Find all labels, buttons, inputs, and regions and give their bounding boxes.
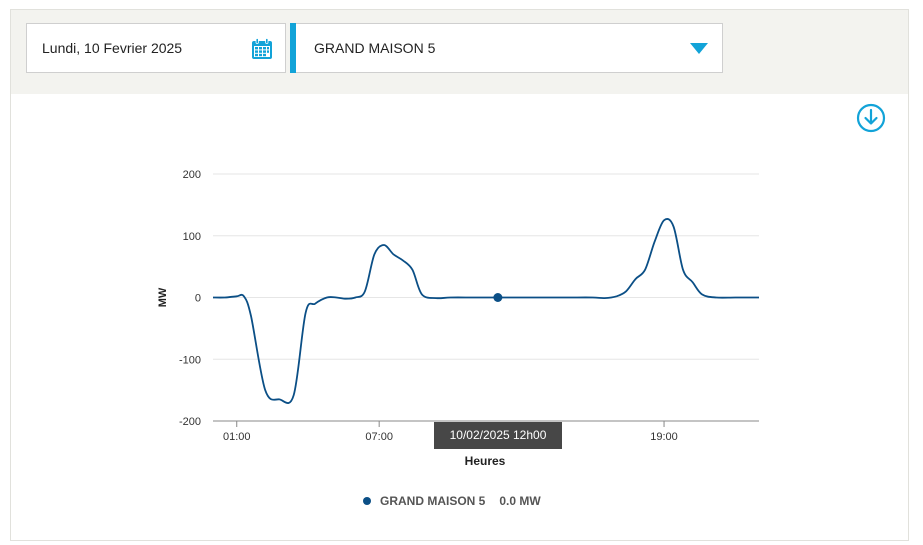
x-tick-label: 19:00 [650,431,678,443]
chart-panel: Lundi, 10 Fevrier 2025 GRAND MAISON 5 [10,9,909,541]
y-tick-label: 100 [183,231,201,243]
chart-legend[interactable]: GRAND MAISON 5 0.0 MW [363,494,541,508]
date-picker[interactable]: Lundi, 10 Fevrier 2025 [26,23,286,73]
y-tick-label: 200 [183,169,201,181]
date-value: Lundi, 10 Fevrier 2025 [42,40,183,56]
hover-point-marker [493,293,503,302]
x-axis-title: Heures [465,454,506,468]
series-line [212,218,759,404]
caret-down-icon[interactable] [690,43,708,55]
legend-marker [363,496,371,505]
chart-tooltip: 10/02/2025 12h00 [434,422,562,449]
y-tick-label: -200 [179,416,201,428]
legend-series-name: GRAND MAISON 5 [380,494,486,508]
line-chart: 200 100 0 -100 -200 01:00 07:00 19:00 Heures MW [157,169,759,468]
y-tick-label: -100 [179,354,201,366]
site-select[interactable]: GRAND MAISON 5 [296,23,723,73]
x-tick-label: 07:00 [365,431,393,443]
site-selected-value: GRAND MAISON 5 [314,40,436,56]
legend-series-value: 0.0 MW [499,494,541,508]
y-tick-label: 0 [195,293,201,305]
x-tick-label: 01:00 [223,431,251,443]
selector-accent-bar [290,23,296,73]
download-icon[interactable] [856,103,886,133]
y-axis-title: MW [157,287,169,307]
filter-toolbar: Lundi, 10 Fevrier 2025 GRAND MAISON 5 [11,10,908,94]
calendar-icon[interactable] [251,38,273,60]
